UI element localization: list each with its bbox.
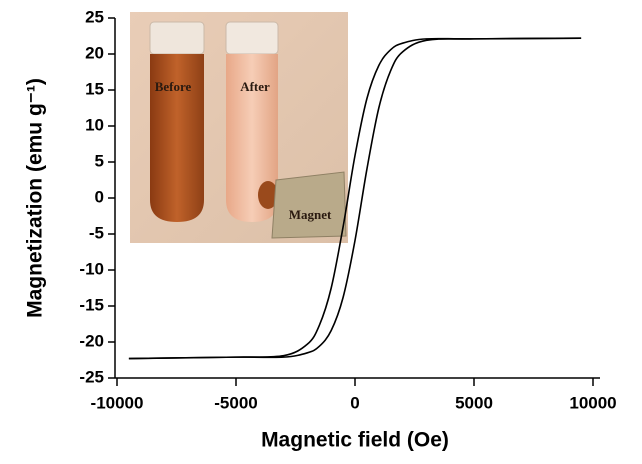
y-tick-label: 25 [85, 7, 104, 26]
x-tick-label: 10000 [569, 393, 616, 412]
x-tick-label: 5000 [455, 393, 493, 412]
tube-after [226, 54, 278, 222]
x-tick-label: 0 [350, 393, 359, 412]
inset-photo: Before After Magnet [130, 12, 348, 243]
y-tick-label: -10 [79, 259, 104, 278]
tube-cap [149, 21, 205, 55]
y-tick-label: -20 [79, 331, 104, 350]
hysteresis-curve [128, 37, 582, 360]
tube-cap [225, 21, 279, 55]
hysteresis-curve [128, 37, 582, 360]
magnet [271, 171, 347, 239]
x-tick-label: -5000 [214, 393, 257, 412]
y-tick-label: -25 [79, 367, 104, 386]
x-axis-title: Magnetic field (Oe) [261, 429, 449, 452]
inset-label: After [240, 79, 270, 94]
inset-label: Magnet [289, 207, 332, 222]
y-tick-label: -15 [79, 295, 104, 314]
tube-before [150, 54, 204, 222]
y-tick-label: 0 [95, 187, 104, 206]
collected-particles [258, 181, 278, 209]
y-tick-label: 10 [85, 115, 104, 134]
inset-label: Before [155, 79, 192, 94]
y-tick-label: -5 [89, 223, 104, 242]
y-tick-label: 5 [95, 151, 104, 170]
x-tick-label: -10000 [91, 393, 144, 412]
y-tick-label: 20 [85, 43, 104, 62]
y-axis-title: Magnetization (emu g⁻¹) [24, 78, 47, 318]
y-tick-label: 15 [85, 79, 104, 98]
